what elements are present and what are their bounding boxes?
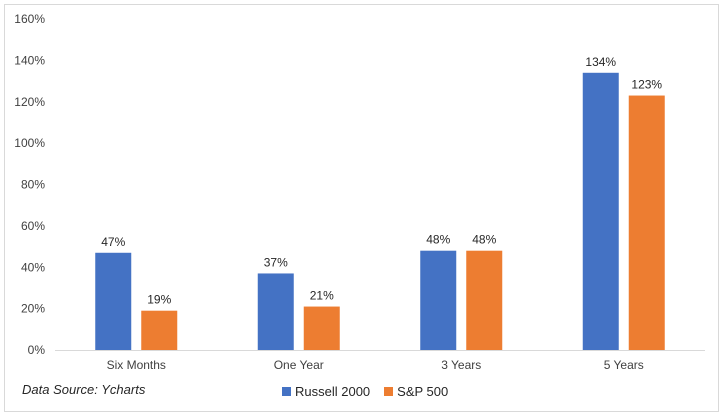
- x-tick-label: 3 Years: [441, 358, 481, 372]
- y-tick-label: 80%: [21, 178, 45, 192]
- bar-russell-2000: [420, 250, 457, 350]
- y-tick-label: 120%: [14, 95, 45, 109]
- legend-swatch-russell-2000: [282, 387, 291, 396]
- data-label: 134%: [585, 55, 616, 69]
- bar-sp-500: [628, 95, 665, 350]
- y-tick-label: 20%: [21, 302, 45, 316]
- y-tick-label: 140%: [14, 53, 45, 67]
- x-tick-label: 5 Years: [604, 358, 644, 372]
- bar-sp-500: [466, 250, 503, 350]
- bar-sp-500: [303, 306, 340, 350]
- y-tick-label: 0%: [28, 343, 46, 357]
- y-tick-label: 60%: [21, 219, 45, 233]
- data-label: 47%: [101, 235, 125, 249]
- data-label: 48%: [472, 233, 496, 247]
- y-tick-label: 160%: [14, 12, 45, 26]
- y-tick-label: 40%: [21, 260, 45, 274]
- legend-label-russell-2000: Russell 2000: [295, 384, 371, 399]
- data-label: 21%: [310, 289, 334, 303]
- data-source-note: Data Source: Ycharts: [22, 382, 146, 397]
- data-label: 123%: [631, 78, 662, 92]
- bar-russell-2000: [582, 72, 619, 350]
- legend-item-russell-2000: Russell 2000: [282, 384, 370, 399]
- data-label: 19%: [147, 293, 171, 307]
- legend-label-sp-500: S&P 500: [397, 384, 449, 399]
- bar-russell-2000: [257, 273, 294, 350]
- legend-swatch-sp-500: [384, 387, 394, 396]
- legend-item-sp-500: S&P 500: [384, 384, 448, 399]
- bar-russell-2000: [95, 252, 132, 350]
- data-label: 48%: [426, 233, 450, 247]
- data-label: 37%: [264, 255, 288, 269]
- y-tick-label: 100%: [14, 136, 45, 150]
- bar-sp-500: [141, 310, 178, 350]
- x-tick-label: Six Months: [107, 358, 166, 372]
- chart-legend: Russell 2000 S&P 500: [282, 384, 448, 399]
- x-tick-label: One Year: [274, 358, 324, 372]
